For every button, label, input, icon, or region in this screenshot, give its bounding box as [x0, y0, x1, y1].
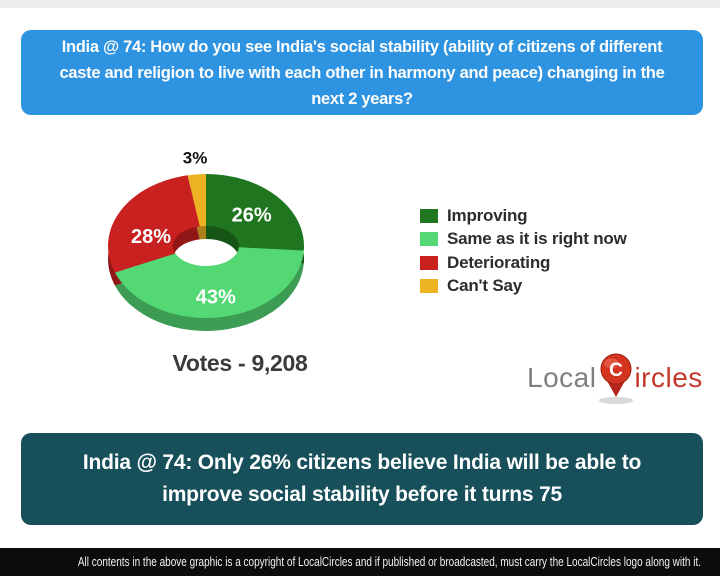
legend-swatch-can-t-say [420, 279, 438, 294]
votes-count: Votes - 9,208 [172, 350, 308, 376]
pie-value-label-can-t-say: 3% [183, 148, 208, 167]
copyright-bar: All contents in the above graphic is a c… [0, 548, 720, 576]
legend-item-same-as-it-is-right-now: Same as it is right now [420, 228, 627, 252]
legend-swatch-same-as-it-is-right-now [420, 232, 438, 247]
pie-value-label-same-as-it-is-right-now: 43% [196, 287, 236, 309]
conclusion-banner: India @ 74: Only 26% citizens believe In… [21, 433, 703, 525]
pie-slice-same-as-it-is-right-now [114, 247, 304, 318]
pie-slice-improving [206, 174, 304, 251]
legend-item-deteriorating: Deteriorating [420, 251, 627, 275]
logo-text-ircles: ircles [634, 362, 703, 393]
legend-item-can-t-say: Can't Say [420, 275, 627, 299]
legend-swatch-improving [420, 208, 438, 223]
pie-slice-deteriorating [108, 175, 200, 273]
pie-value-label-deteriorating: 28% [131, 226, 171, 248]
legend-label: Deteriorating [447, 252, 551, 272]
logo-text-local: Local [527, 362, 597, 393]
question-banner: India @ 74: How do you see India's socia… [21, 30, 703, 115]
localcircles-logo: Local C ircles [527, 353, 703, 405]
legend-item-improving: Improving [420, 204, 627, 228]
pie-chart: 26% 43% 28% 3% [108, 148, 304, 331]
copyright-text: All contents in the above graphic is a c… [77, 555, 702, 569]
top-border-strip [0, 0, 720, 8]
pie-value-label-improving: 26% [232, 205, 272, 227]
question-text: India @ 74: How do you see India's socia… [59, 37, 665, 108]
legend-label: Same as it is right now [447, 229, 627, 249]
pie-slice-can-t-say [187, 174, 206, 227]
localcircles-pin-icon: C [599, 353, 634, 404]
legend-label: Can't Say [447, 276, 522, 296]
legend-label: Improving [447, 205, 528, 225]
logo-pin-letter: C [610, 360, 624, 381]
legend-swatch-deteriorating [420, 255, 438, 270]
conclusion-text: India @ 74: Only 26% citizens believe In… [82, 451, 642, 506]
chart-legend: Improving Same as it is right now Deterior… [420, 204, 627, 298]
